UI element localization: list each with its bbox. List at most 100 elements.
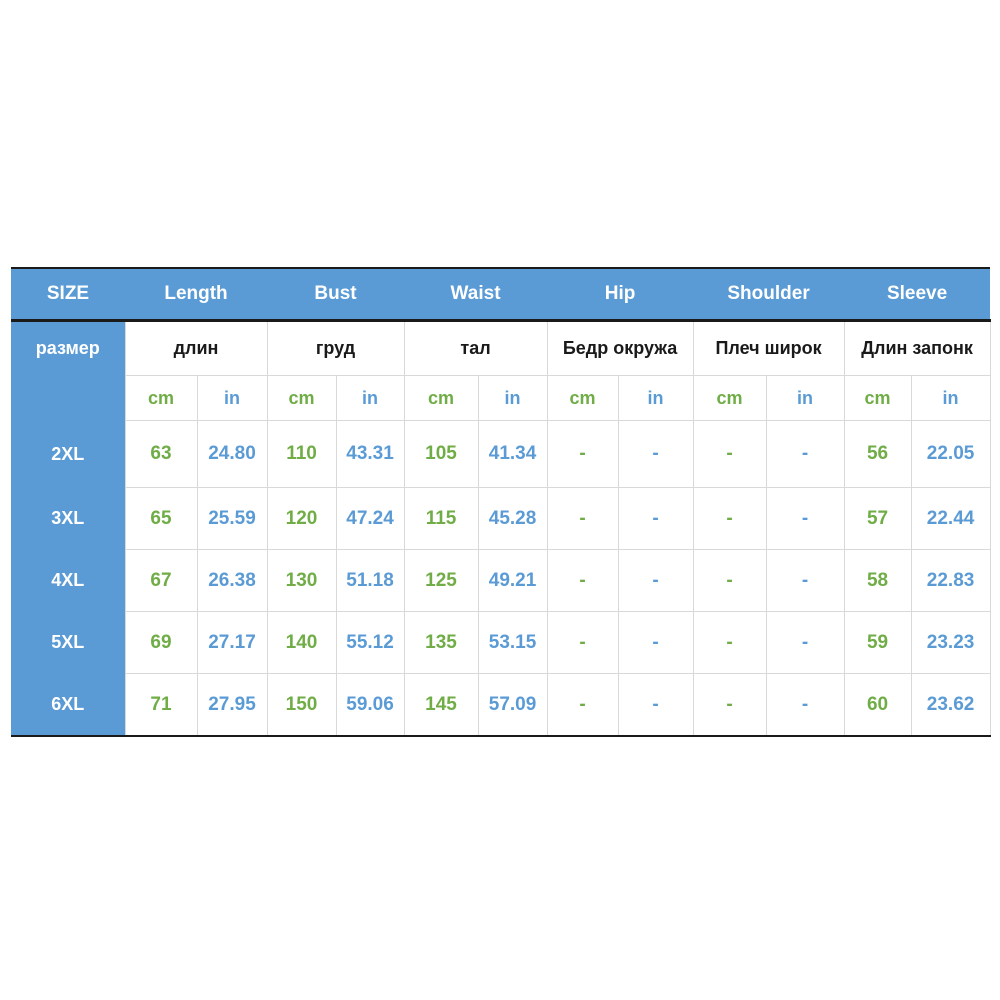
shoulder-cm-cell: - — [692, 420, 767, 488]
table-row: 5XL 69 27.17 140 55.12 135 53.15 - - - -… — [11, 611, 991, 674]
size-label: 2XL — [11, 420, 126, 488]
bust-in-cell: 51.18 — [335, 549, 405, 612]
shoulder-cm-cell: - — [692, 549, 767, 612]
waist-cm-cell: 125 — [403, 549, 479, 612]
length-ru-label: длин — [124, 320, 268, 376]
bust-cm-cell: 130 — [266, 549, 337, 612]
hip-in-cell: - — [617, 611, 694, 674]
hip-in-cell: - — [617, 487, 694, 550]
unit-in: in — [477, 375, 548, 421]
shoulder-ru-label: Плеч широк — [692, 320, 845, 376]
waist-in-cell: 41.34 — [477, 420, 548, 488]
bust-in-cell: 55.12 — [335, 611, 405, 674]
length-in-cell: 27.17 — [196, 611, 268, 674]
unit-in: in — [617, 375, 694, 421]
size-chart-table: SIZE Length Bust Waist Hip Shoulder Slee… — [11, 267, 991, 737]
hip-cm-cell: - — [546, 549, 619, 612]
hip-in-cell: - — [617, 549, 694, 612]
length-in-cell: 26.38 — [196, 549, 268, 612]
unit-row: cm in cm in cm in cm in cm in cm in — [11, 375, 991, 421]
table-row: 4XL 67 26.38 130 51.18 125 49.21 - - - -… — [11, 549, 991, 612]
length-cm-cell: 65 — [124, 487, 198, 550]
bust-in-cell: 47.24 — [335, 487, 405, 550]
sleeve-cm-cell: 59 — [843, 611, 912, 674]
bust-ru-label: груд — [266, 320, 405, 376]
hip-cm-cell: - — [546, 487, 619, 550]
hip-header: Hip — [547, 268, 694, 322]
bust-in-cell: 59.06 — [335, 673, 405, 737]
unit-in: in — [196, 375, 268, 421]
unit-cm: cm — [266, 375, 337, 421]
length-in-cell: 27.95 — [196, 673, 268, 737]
sleeve-in-cell: 23.62 — [910, 673, 991, 737]
waist-cm-cell: 115 — [403, 487, 479, 550]
unit-row-side — [11, 375, 126, 421]
bust-cm-cell: 150 — [266, 673, 337, 737]
length-cm-cell: 67 — [124, 549, 198, 612]
table-row: 3XL 65 25.59 120 47.24 115 45.28 - - - -… — [11, 487, 991, 550]
hip-ru-label: Бедр окружа — [546, 320, 694, 376]
length-in-cell: 24.80 — [196, 420, 268, 488]
length-in-cell: 25.59 — [196, 487, 268, 550]
size-label: 4XL — [11, 549, 126, 612]
hip-in-cell: - — [617, 673, 694, 737]
sleeve-in-cell: 22.05 — [910, 420, 991, 488]
unit-in: in — [910, 375, 991, 421]
shoulder-header: Shoulder — [693, 268, 845, 322]
unit-in: in — [765, 375, 845, 421]
russian-header-row: размер длин груд тал Бедр окружа Плеч ши… — [11, 320, 991, 376]
shoulder-in-cell: - — [765, 673, 845, 737]
shoulder-cm-cell: - — [692, 611, 767, 674]
unit-cm: cm — [546, 375, 619, 421]
bust-header: Bust — [267, 268, 405, 322]
shoulder-in-cell: - — [765, 487, 845, 550]
shoulder-in-cell: - — [765, 611, 845, 674]
length-cm-cell: 71 — [124, 673, 198, 737]
bust-in-cell: 43.31 — [335, 420, 405, 488]
bust-cm-cell: 120 — [266, 487, 337, 550]
size-label: 5XL — [11, 611, 126, 674]
waist-in-cell: 53.15 — [477, 611, 548, 674]
waist-cm-cell: 135 — [403, 611, 479, 674]
unit-cm: cm — [124, 375, 198, 421]
sleeve-in-cell: 22.44 — [910, 487, 991, 550]
hip-cm-cell: - — [546, 420, 619, 488]
unit-cm: cm — [403, 375, 479, 421]
sleeve-ru-label: Длин запонк — [843, 320, 991, 376]
length-cm-cell: 69 — [124, 611, 198, 674]
unit-cm: cm — [692, 375, 767, 421]
table-row: 6XL 71 27.95 150 59.06 145 57.09 - - - -… — [11, 673, 991, 737]
shoulder-cm-cell: - — [692, 487, 767, 550]
unit-cm: cm — [843, 375, 912, 421]
bust-cm-cell: 140 — [266, 611, 337, 674]
sleeve-cm-cell: 58 — [843, 549, 912, 612]
waist-ru-label: тал — [403, 320, 548, 376]
hip-cm-cell: - — [546, 673, 619, 737]
bust-cm-cell: 110 — [266, 420, 337, 488]
unit-in: in — [335, 375, 405, 421]
hip-in-cell: - — [617, 420, 694, 488]
header-row: SIZE Length Bust Waist Hip Shoulder Slee… — [11, 268, 991, 322]
waist-cm-cell: 105 — [403, 420, 479, 488]
sleeve-cm-cell: 60 — [843, 673, 912, 737]
shoulder-cm-cell: - — [692, 673, 767, 737]
length-cm-cell: 63 — [124, 420, 198, 488]
waist-in-cell: 49.21 — [477, 549, 548, 612]
size-label: 6XL — [11, 673, 126, 736]
waist-header: Waist — [404, 268, 548, 322]
sleeve-in-cell: 22.83 — [910, 549, 991, 612]
table-row: 2XL 63 24.80 110 43.31 105 41.34 - - - -… — [11, 420, 991, 488]
shoulder-in-cell: - — [765, 549, 845, 612]
waist-in-cell: 45.28 — [477, 487, 548, 550]
waist-in-cell: 57.09 — [477, 673, 548, 737]
length-header: Length — [125, 268, 268, 322]
size-ru-label: размер — [11, 320, 126, 376]
sleeve-cm-cell: 56 — [843, 420, 912, 488]
shoulder-in-cell: - — [765, 420, 845, 488]
sleeve-in-cell: 23.23 — [910, 611, 991, 674]
size-label: 3XL — [11, 487, 126, 550]
hip-cm-cell: - — [546, 611, 619, 674]
sleeve-cm-cell: 57 — [843, 487, 912, 550]
sleeve-header: Sleeve — [844, 268, 991, 322]
size-header: SIZE — [11, 268, 125, 322]
